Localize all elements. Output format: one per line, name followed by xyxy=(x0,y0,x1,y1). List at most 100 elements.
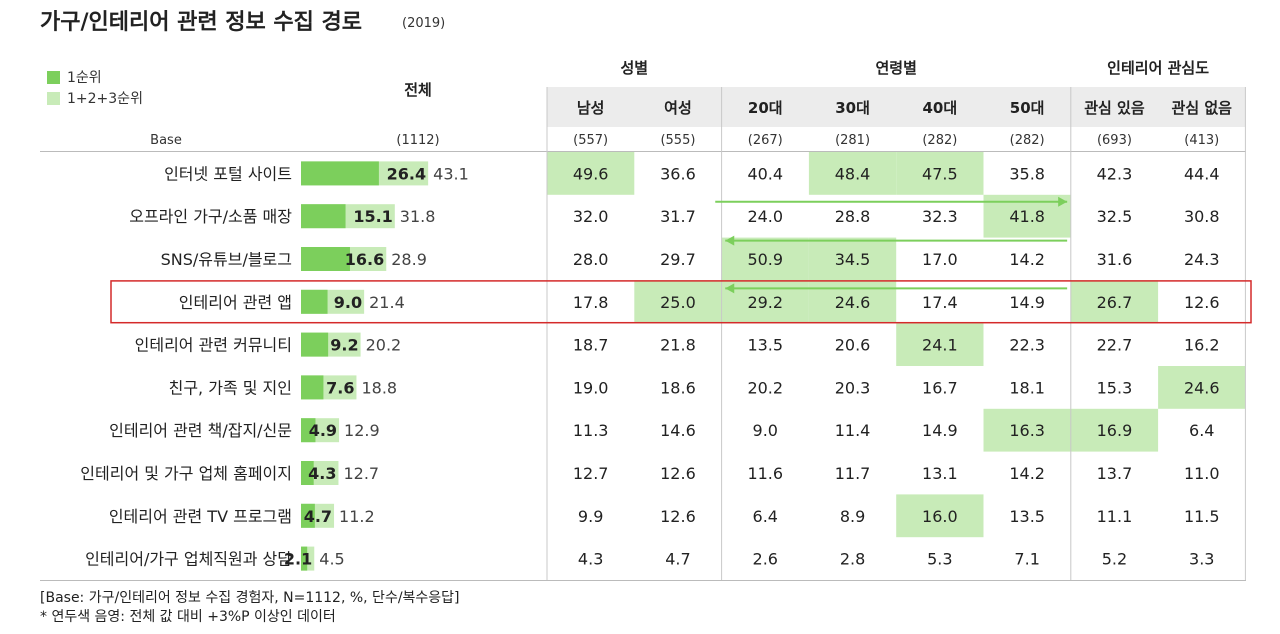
chart-year: (2019) xyxy=(402,16,445,31)
bar-first xyxy=(301,332,329,357)
data-cell: 11.3 xyxy=(573,421,609,440)
data-cell: 12.6 xyxy=(660,464,696,483)
column-header: 20대 xyxy=(748,99,783,117)
footnote: * 연두색 음영: 전체 값 대비 +3%P 이상인 데이터 xyxy=(40,609,336,625)
data-cell: 25.0 xyxy=(660,293,696,312)
highlight-cell xyxy=(1070,280,1159,324)
column-header: 관심 있음 xyxy=(1084,99,1145,117)
highlight-cell xyxy=(634,280,722,324)
data-cell: 20.6 xyxy=(835,336,871,355)
data-cell: 14.6 xyxy=(660,421,696,440)
bar-top3-label: 12.7 xyxy=(343,464,379,483)
data-cell: 47.5 xyxy=(922,164,958,183)
data-cell: 50.9 xyxy=(747,250,783,269)
bar-first-label: 16.6 xyxy=(345,250,384,269)
data-cell: 13.7 xyxy=(1097,464,1133,483)
data-cell: 21.8 xyxy=(660,336,696,355)
highlight-row-box xyxy=(110,280,1252,324)
highlight-cell xyxy=(547,152,635,195)
legend-label: 1+2+3순위 xyxy=(67,91,143,107)
group-header: 연령별 xyxy=(875,59,916,77)
data-cell: 26.7 xyxy=(1097,293,1133,312)
data-cell: 30.8 xyxy=(1184,207,1220,226)
data-cell: 22.3 xyxy=(1009,336,1045,355)
legend-swatch xyxy=(47,92,60,105)
data-cell: 35.8 xyxy=(1009,164,1045,183)
legend-swatch xyxy=(47,71,60,84)
data-cell: 18.1 xyxy=(1009,378,1045,397)
group-header: 성별 xyxy=(620,59,648,77)
highlight-cell xyxy=(896,323,984,366)
data-cell: 32.0 xyxy=(573,207,609,226)
bar-top3-label: 43.1 xyxy=(433,164,469,183)
base-value: (555) xyxy=(660,133,695,148)
highlight-cell xyxy=(896,494,984,538)
bar-first-label: 4.3 xyxy=(308,464,336,483)
data-cell: 5.2 xyxy=(1102,550,1127,569)
base-value: (282) xyxy=(1010,133,1045,148)
data-cell: 24.6 xyxy=(1184,378,1220,397)
data-cell: 28.8 xyxy=(835,207,871,226)
base-value: (281) xyxy=(835,133,870,148)
data-cell: 11.6 xyxy=(747,464,783,483)
row-label: 인테리어 관련 TV 프로그램 xyxy=(109,507,292,526)
data-cell: 13.5 xyxy=(747,336,783,355)
data-cell: 29.2 xyxy=(747,293,783,312)
bar-first xyxy=(301,546,308,571)
data-cell: 32.3 xyxy=(922,207,958,226)
data-cell: 16.2 xyxy=(1184,336,1220,355)
data-cell: 12.7 xyxy=(573,464,609,483)
highlight-cell xyxy=(808,237,897,281)
base-label: Base xyxy=(150,133,182,148)
data-cell: 16.3 xyxy=(1009,421,1045,440)
data-cell: 15.3 xyxy=(1097,378,1133,397)
data-cell: 8.9 xyxy=(840,507,865,526)
data-cell: 13.5 xyxy=(1009,507,1045,526)
highlight-cell xyxy=(721,237,809,281)
data-cell: 3.3 xyxy=(1189,550,1214,569)
data-cell: 11.5 xyxy=(1184,507,1220,526)
base-value: (693) xyxy=(1097,133,1132,148)
data-cell: 20.2 xyxy=(747,378,783,397)
data-cell: 14.9 xyxy=(1009,293,1045,312)
bar-first xyxy=(301,461,314,485)
highlight-cell xyxy=(1070,408,1159,452)
data-cell: 13.1 xyxy=(922,464,958,483)
bar-first xyxy=(301,503,315,528)
base-value: (413) xyxy=(1184,133,1219,148)
row-label: 인터넷 포털 사이트 xyxy=(164,164,292,183)
bar-first xyxy=(301,418,316,443)
bar-first-label: 26.4 xyxy=(387,164,426,183)
data-cell: 18.6 xyxy=(660,378,696,397)
bar-top3-label: 21.4 xyxy=(369,293,405,312)
data-cell: 48.4 xyxy=(835,164,871,183)
row-label: 인테리어 관련 책/잡지/신문 xyxy=(109,421,292,440)
data-cell: 31.7 xyxy=(660,207,696,226)
data-cell: 22.7 xyxy=(1097,336,1133,355)
base-value: (282) xyxy=(922,133,957,148)
data-cell: 44.4 xyxy=(1184,164,1220,183)
highlight-cell xyxy=(896,152,984,195)
data-cell: 11.4 xyxy=(835,421,871,440)
bar-top3-label: 31.8 xyxy=(400,207,436,226)
data-cell: 11.7 xyxy=(835,464,871,483)
data-cell: 31.6 xyxy=(1097,250,1133,269)
bar-top3-label: 28.9 xyxy=(391,250,427,269)
bar-first xyxy=(301,289,328,314)
bar-first-label: 9.2 xyxy=(330,336,358,355)
data-cell: 41.8 xyxy=(1009,207,1045,226)
data-cell: 14.2 xyxy=(1009,250,1045,269)
column-header: 남성 xyxy=(577,99,605,117)
base-value: (267) xyxy=(748,133,783,148)
data-cell: 14.9 xyxy=(922,421,958,440)
data-cell: 7.1 xyxy=(1014,550,1039,569)
data-cell: 2.8 xyxy=(840,550,865,569)
data-cell: 28.0 xyxy=(573,250,609,269)
bar-first-label: 4.7 xyxy=(304,507,332,526)
bar-first-label: 15.1 xyxy=(353,207,392,226)
data-cell: 4.3 xyxy=(578,550,603,569)
data-cell: 17.8 xyxy=(573,293,609,312)
data-cell: 5.3 xyxy=(927,550,952,569)
data-cell: 42.3 xyxy=(1097,164,1133,183)
